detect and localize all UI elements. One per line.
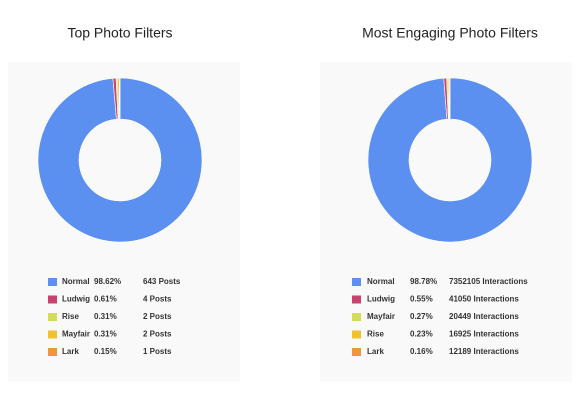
legend-percent: 98.62% (94, 277, 121, 286)
chart-title: Top Photo Filters (67, 25, 172, 41)
legend-count: 20449 Interactions (449, 312, 519, 321)
legend-label: Lark (367, 347, 384, 356)
legend-swatch (352, 278, 361, 286)
legend-percent: 0.55% (410, 295, 433, 304)
donut-slice (367, 77, 533, 243)
legend-swatch (48, 278, 57, 286)
legend-label: Normal (367, 277, 395, 286)
legend-label: Lark (62, 347, 79, 356)
donut-slice (37, 77, 203, 243)
legend-percent: 0.16% (410, 347, 433, 356)
legend-percent: 98.78% (410, 277, 437, 286)
legend-swatch (352, 330, 361, 339)
legend-percent: 0.31% (94, 330, 117, 339)
legend-label: Normal (62, 277, 90, 286)
legend-label: Mayfair (62, 330, 90, 339)
legend-count: 2 Posts (143, 312, 172, 321)
legend-swatch (48, 348, 57, 356)
legend-count: 2 Posts (143, 330, 172, 339)
legend-count: 1 Posts (143, 347, 172, 356)
legend-label: Ludwig (367, 295, 395, 304)
legend-percent: 0.23% (410, 330, 433, 339)
legend-label: Rise (367, 330, 384, 339)
legend-count: 643 Posts (143, 277, 181, 286)
legend-percent: 0.61% (94, 295, 117, 304)
legend-label: Rise (62, 312, 79, 321)
legend-swatch (352, 313, 361, 321)
legend-count: 4 Posts (143, 295, 172, 304)
legend-label: Mayfair (367, 312, 395, 321)
legend-count: 12189 Interactions (449, 347, 519, 356)
legend-swatch (352, 295, 361, 304)
donut-slice (448, 77, 451, 120)
legend-swatch (48, 295, 57, 304)
legend-count: 7352105 Interactions (449, 277, 528, 286)
legend-swatch (48, 330, 57, 339)
legend-label: Ludwig (62, 295, 90, 304)
legend-percent: 0.15% (94, 347, 117, 356)
donut-slice (118, 77, 121, 120)
legend-percent: 0.27% (410, 312, 433, 321)
legend-swatch (352, 348, 361, 356)
legend-count: 41050 Interactions (449, 295, 519, 304)
legend-percent: 0.31% (94, 312, 117, 321)
legend-count: 16925 Interactions (449, 330, 519, 339)
chart-title: Most Engaging Photo Filters (362, 25, 538, 41)
legend-swatch (48, 313, 57, 321)
